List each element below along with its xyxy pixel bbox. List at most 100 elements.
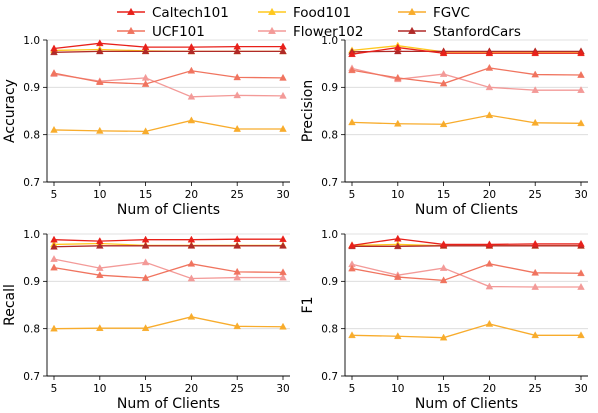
legend-label: Food101 [293,5,351,21]
data-point [485,282,494,290]
legend-label: UCF101 [152,24,205,40]
series-line [351,323,581,339]
series-fgvc [50,312,287,332]
data-point [50,48,58,56]
data-point [348,331,356,339]
x-tick-label: 15 [139,189,152,201]
y-tick-label: 0.7 [321,177,338,189]
data-point [279,241,287,249]
x-tick-label: 30 [276,383,289,395]
data-point [531,331,539,339]
data-point [187,241,196,249]
series-line [351,67,581,91]
data-point [279,73,287,81]
data-point [141,258,150,266]
x-tick-label: 30 [574,189,587,201]
data-point [485,63,494,71]
data-point [577,282,585,290]
data-point [50,69,58,76]
data-point [141,235,150,243]
data-point [394,273,402,280]
y-tick-label: 0.7 [321,371,338,383]
y-tick-label: 1.0 [321,35,338,47]
x-tick-label: 20 [483,383,496,395]
data-point [394,73,402,81]
series-line [351,263,582,282]
series-caltech101 [348,43,585,57]
data-point [96,39,104,47]
data-point [577,331,585,339]
x-tick-label: 25 [529,383,542,395]
data-point [50,235,58,243]
y-axis-label: Precision [300,80,316,142]
data-point [233,73,241,81]
data-point [233,47,241,55]
x-axis-label: Num of Clients [117,396,220,412]
data-point [394,119,402,127]
data-point [96,47,104,55]
data-point [141,241,150,249]
data-point [439,276,448,284]
series-line [53,119,283,133]
x-tick-label: 15 [437,383,450,395]
data-point [485,49,494,57]
legend-item-fgvc: FGVC [398,5,470,21]
series-flower102 [50,70,287,100]
data-point [577,86,585,93]
legend-item-food101: Food101 [258,5,351,21]
data-point [394,47,402,55]
data-point [233,235,241,242]
triangle-marker-icon [127,26,135,34]
panel-precision: 0.7 0.8 0.9 1.0 5 10 15 20 25 30 Num of Clients Pre… [300,35,588,218]
data-point [141,274,150,281]
data-point [279,47,287,55]
y-tick-label: 0.8 [23,323,40,335]
data-point [485,259,494,267]
y-tick-label: 0.8 [321,323,338,335]
series-fgvc [348,111,585,128]
data-point [50,255,58,262]
x-axis-label: Num of Clients [415,396,518,412]
series-stanfordcars [50,241,287,250]
legend-label: Caltech101 [152,5,229,21]
data-point [531,118,539,126]
data-point [279,42,287,50]
data-point [50,242,58,250]
legend: Caltech101 UCF101 Food101 Flower102 FGVC Stan… [117,5,521,40]
data-point [279,273,287,281]
triangle-marker-icon [408,26,416,34]
x-tick-label: 10 [391,383,404,395]
data-point [348,50,356,57]
data-point [577,71,585,78]
data-point [96,324,104,331]
data-point [187,312,196,320]
y-tick-label: 0.7 [23,371,40,383]
data-point [187,274,196,282]
x-tick-label: 25 [231,383,244,395]
panel-f1: 0.7 0.8 0.9 1.0 5 10 15 20 25 30 Num of Clients F1 [300,229,588,412]
series-ucf101 [50,259,287,281]
series-line [53,50,283,53]
series-caltech101 [50,39,287,52]
series-line [53,70,284,85]
data-point [50,125,58,133]
x-tick-label: 5 [51,189,58,201]
data-point [279,268,287,276]
panel-accuracy: 0.7 0.8 0.9 1.0 5 10 15 20 25 30 Num of Clients Acc… [2,35,290,218]
y-axis-label: Recall [2,284,18,326]
legend-item-stanfordcars: StanfordCars [398,24,521,40]
data-point [531,49,539,57]
series-ucf101 [50,66,287,87]
x-tick-label: 30 [276,189,289,201]
legend-label: StanfordCars [433,24,521,40]
series-line [351,238,581,247]
data-point [394,234,402,242]
data-point [187,235,196,243]
legend-item-caltech101: Caltech101 [117,5,229,21]
y-tick-label: 0.9 [23,276,40,288]
data-point [96,237,104,244]
data-point [531,268,539,276]
x-axis-label: Num of Clients [415,202,518,218]
data-point [141,73,150,81]
